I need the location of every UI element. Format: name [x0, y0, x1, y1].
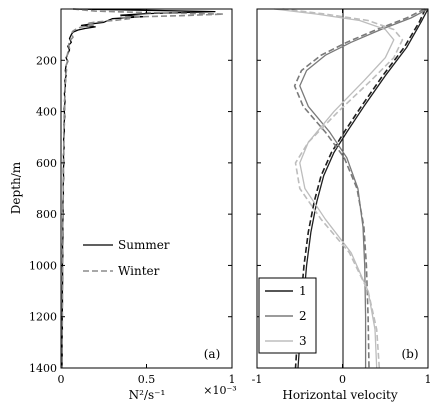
- panel-a-x-tick-label: 0.5: [138, 373, 156, 386]
- panel-b-x-tick-label: -1: [252, 373, 263, 386]
- panel-a-y-tick-label: 600: [36, 157, 57, 170]
- panel-a-x-ticks: 0 0.5 1: [58, 9, 236, 386]
- panel-a-x-tick-label: 1: [229, 373, 236, 386]
- panel-a-y-tick-label: 1200: [29, 311, 57, 324]
- legend-3-label: 3: [299, 334, 307, 348]
- panel-b-series-3-line: [293, 8, 425, 369]
- panel-b-legend: 1 2 3: [258, 277, 317, 354]
- legend-winter-label: Winter: [118, 264, 160, 278]
- panel-b-x-tick-label: 0: [339, 373, 346, 386]
- panel-b-xlabel: Horizontal velocity: [282, 388, 397, 402]
- legend-summer-label: Summer: [118, 238, 170, 252]
- panel-b-panel-label: (b): [401, 347, 418, 361]
- panel-a-legend: Summer Winter: [83, 238, 170, 278]
- panel-a-y-tick-label: 800: [36, 208, 57, 221]
- panel-a-series-1-line: [61, 8, 225, 369]
- panel-a-xlabel: N²/s⁻¹: [129, 388, 166, 402]
- panel-a-series-layer: [61, 8, 225, 369]
- panel-a-y-ticks: 200 400 600 800 1000 1200 1400: [29, 54, 232, 375]
- panel-b-x-ticks: -1 0 1: [252, 9, 432, 386]
- panel-a-x-tick-label: 0: [58, 373, 65, 386]
- panel-b-y-ticks: [257, 59, 428, 369]
- panel-b-series-2-line: [299, 8, 429, 368]
- panel-a-frame: [60, 8, 233, 369]
- panel-b-series-5-line: [282, 8, 404, 369]
- legend-1-label: 1: [299, 284, 307, 298]
- panel-b-series-4-line: [274, 8, 395, 369]
- panel-b: -1 0 1 (b) Horizontal velocity 1 2 3: [252, 8, 432, 402]
- panel-a-series-0-line: [61, 8, 216, 369]
- panel-a-y-tick-label: 1400: [29, 362, 57, 375]
- panel-a-y-tick-label: 400: [36, 106, 57, 119]
- panel-a-y-tick-label: 200: [36, 54, 57, 67]
- panel-a-panel-label: (a): [204, 347, 221, 361]
- panel-b-x-tick-label: 1: [425, 373, 432, 386]
- legend-2-label: 2: [299, 309, 307, 323]
- panel-a-y-tick-label: 1000: [29, 259, 57, 272]
- panel-a-ylabel: Depth/m: [9, 161, 23, 214]
- panel-a-x-multiplier: ×10⁻³: [203, 384, 236, 397]
